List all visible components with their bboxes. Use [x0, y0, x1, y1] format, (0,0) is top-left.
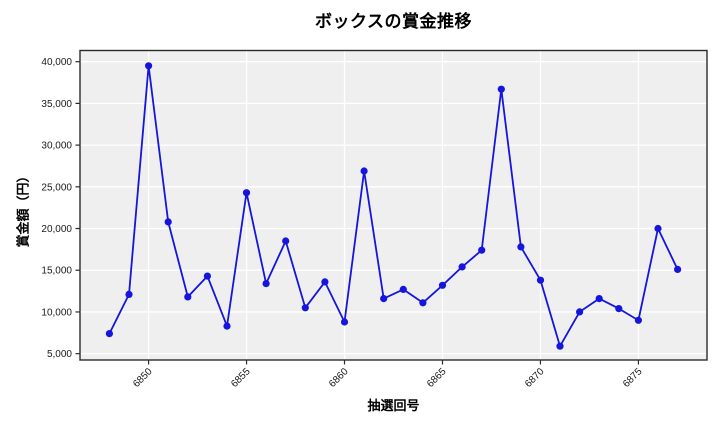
data-point — [321, 278, 329, 286]
data-point — [223, 322, 231, 330]
x-tick-label: 6850 — [131, 366, 155, 390]
y-tick-label: 10,000 — [41, 307, 72, 318]
data-point — [340, 318, 349, 326]
data-point — [399, 285, 407, 293]
data-point — [438, 281, 447, 289]
y-axis-label: 賞金額（円） — [15, 169, 31, 248]
data-point — [654, 224, 662, 233]
data-point — [674, 265, 682, 273]
x-tick-label: 6860 — [327, 366, 351, 390]
data-point — [517, 243, 525, 251]
data-point — [497, 85, 505, 93]
x-tick-label: 6865 — [425, 366, 449, 390]
x-axis-label: 抽選回号 — [367, 398, 420, 413]
data-point — [576, 308, 584, 316]
data-point — [556, 342, 564, 350]
prize-line-series — [108, 64, 679, 348]
data-point — [262, 280, 270, 288]
data-point — [301, 304, 309, 312]
data-point — [203, 272, 211, 280]
data-point — [536, 276, 545, 284]
data-point — [419, 299, 427, 307]
x-tick-label: 6875 — [621, 366, 645, 390]
data-point — [634, 316, 643, 324]
x-tick-label: 6855 — [229, 366, 253, 390]
chart-title: ボックスの賞金推移 — [315, 12, 472, 31]
plot-border — [79, 49, 708, 361]
y-tick-label: 5,000 — [47, 349, 72, 360]
plot-background — [80, 50, 707, 360]
data-point — [282, 237, 290, 245]
data-point — [595, 295, 603, 303]
data-point — [184, 293, 192, 301]
data-point — [164, 218, 172, 226]
x-tick-label: 6870 — [523, 366, 547, 390]
y-tick-label: 35,000 — [41, 99, 72, 110]
data-point — [458, 263, 466, 271]
y-tick-label: 20,000 — [41, 224, 72, 235]
y-tick-label: 40,000 — [41, 57, 72, 68]
data-point — [242, 189, 251, 197]
data-point — [615, 305, 623, 313]
data-point — [145, 62, 153, 70]
y-tick-label: 30,000 — [41, 141, 72, 152]
data-point — [360, 167, 368, 175]
data-point — [380, 295, 388, 303]
data-point — [125, 290, 133, 298]
data-point — [105, 330, 113, 338]
y-tick-label: 25,000 — [41, 182, 72, 193]
y-tick-label: 15,000 — [41, 266, 72, 277]
data-point — [478, 246, 486, 254]
